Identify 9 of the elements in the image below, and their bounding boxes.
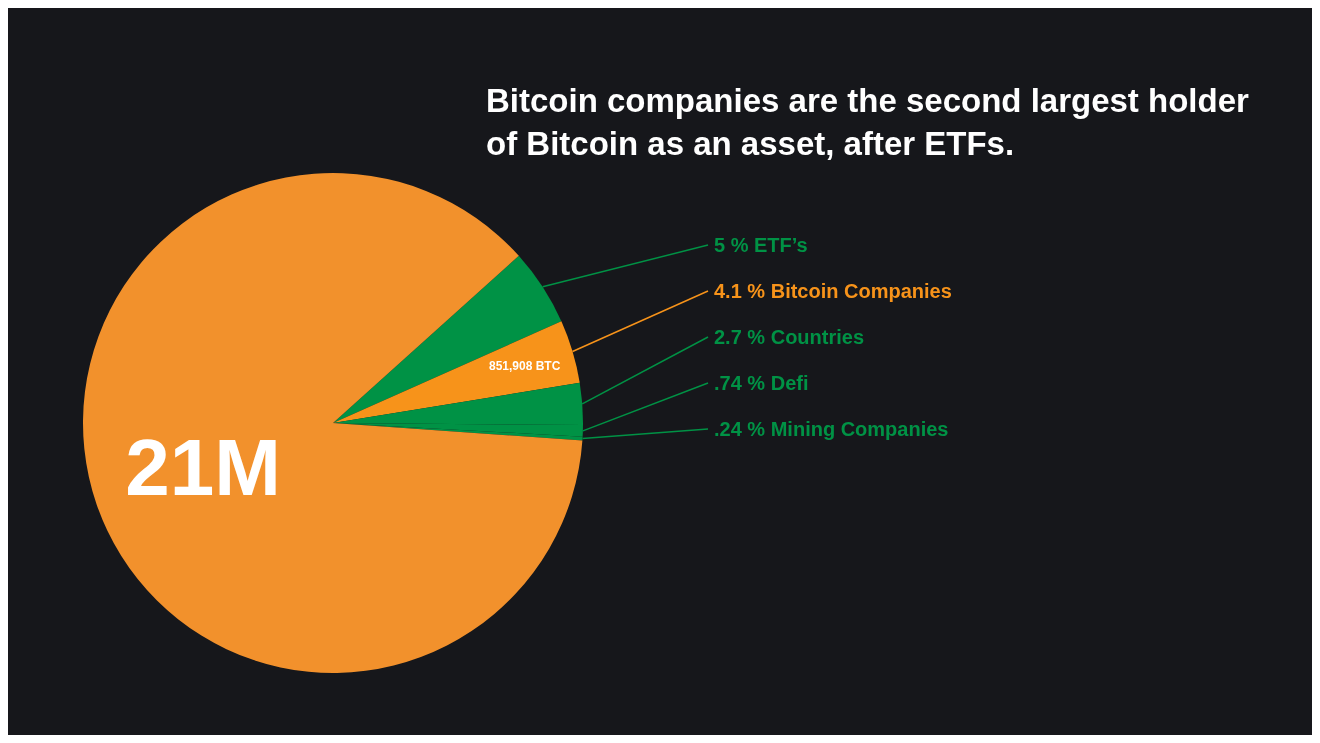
- slice-label: .24 % Mining Companies: [714, 418, 949, 440]
- slice-label: 5 % ETF’s: [714, 234, 808, 256]
- slice-label: 4.1 % Bitcoin Companies: [714, 280, 952, 302]
- slice-label: 2.7 % Countries: [714, 326, 865, 348]
- pie-slice: [83, 173, 583, 673]
- slice-label: .74 % Defi: [714, 372, 809, 394]
- text: 851,908 BTC: [488, 358, 561, 373]
- text: 21M: [125, 423, 281, 513]
- chart-title: Bitcoin companies are the second largest holder of Bitcoin as an asset, after ETFs.: [486, 81, 1250, 164]
